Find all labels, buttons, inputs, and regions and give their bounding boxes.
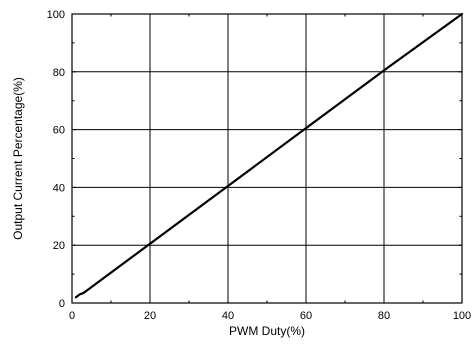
y-tick-label: 20 — [53, 240, 65, 252]
y-tick-label: 80 — [53, 67, 65, 79]
x-axis-title: PWM Duty(%) — [229, 324, 305, 338]
x-tick-label: 100 — [453, 310, 471, 322]
y-axis-title: Output Current Percentage(%) — [11, 77, 25, 240]
y-tick-label: 60 — [53, 125, 65, 137]
series-layer — [74, 12, 464, 299]
y-tick-label: 40 — [53, 182, 65, 194]
y-tick-label: 100 — [47, 9, 65, 21]
x-tick-label: 0 — [69, 310, 75, 322]
y-tick-label: 0 — [59, 298, 65, 310]
x-tick-label: 20 — [144, 310, 156, 322]
ticks: 0 20 40 60 80 100 0 20 40 60 80 100 — [47, 9, 472, 322]
x-tick-label: 40 — [222, 310, 234, 322]
grid — [72, 14, 462, 303]
x-tick-label: 80 — [378, 310, 390, 322]
x-tick-label: 60 — [300, 310, 312, 322]
series-line — [74, 12, 464, 299]
